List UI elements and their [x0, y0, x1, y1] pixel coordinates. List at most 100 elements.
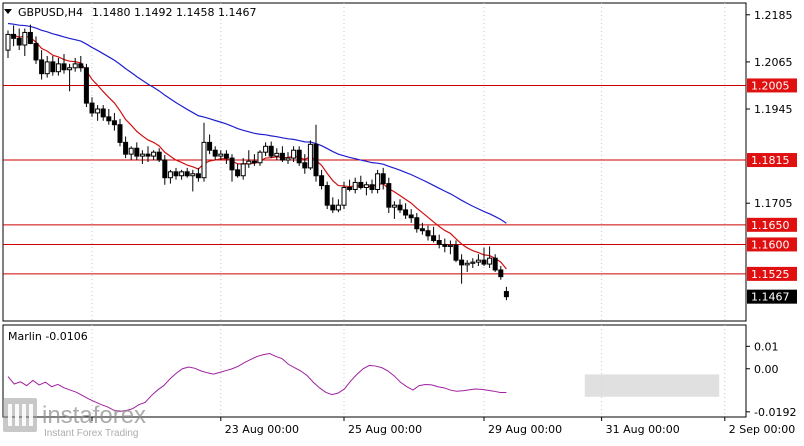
candle	[319, 169, 325, 190]
x-tick-label: 23 Aug 00:00	[225, 423, 299, 436]
symbol-label: GBPUSD,H4	[18, 6, 83, 19]
candle-body	[27, 31, 33, 44]
oscillator-label: Marlin -0.0106	[8, 330, 88, 343]
candle	[386, 177, 392, 214]
candle-body	[391, 204, 397, 208]
level-label-box	[747, 217, 797, 232]
candle	[419, 222, 425, 235]
candle-body	[145, 153, 151, 157]
candle	[251, 154, 257, 166]
candle-body	[106, 116, 112, 122]
candle-body	[167, 171, 173, 179]
current-price-label: 1.1467	[751, 291, 790, 304]
y-tick-label: 1.2065	[754, 56, 793, 69]
candle	[229, 154, 235, 182]
candle	[352, 177, 358, 194]
candle-body	[95, 108, 101, 114]
candle	[218, 150, 224, 161]
y-tick-label: 1.1945	[754, 103, 793, 116]
candle	[106, 109, 112, 125]
candle	[363, 181, 369, 196]
candle-body	[341, 187, 347, 206]
candle	[162, 154, 168, 185]
moving-average-fast-line	[7, 33, 507, 270]
candle	[134, 142, 140, 161]
candle	[22, 28, 28, 56]
candle	[128, 146, 134, 161]
candle	[235, 163, 241, 178]
candle	[296, 146, 302, 166]
candle	[72, 57, 78, 72]
candle	[335, 199, 341, 213]
candle-body	[128, 147, 134, 155]
candle-body	[380, 173, 386, 185]
y-tick-label: 1.1705	[754, 197, 793, 210]
candle-body	[5, 33, 11, 51]
candle	[347, 179, 353, 192]
candle	[139, 150, 145, 164]
candle	[487, 246, 493, 268]
candle-body	[240, 163, 246, 177]
candle	[341, 181, 347, 210]
ohlc-label: 1.1480 1.1492 1.1458 1.1467	[92, 6, 256, 19]
candle-body	[223, 153, 229, 159]
candle-body	[212, 149, 218, 157]
candle	[240, 158, 246, 180]
candle	[447, 240, 453, 255]
candle	[408, 209, 414, 223]
candle-body	[201, 141, 207, 179]
candle-body	[492, 257, 498, 271]
candle-body	[296, 149, 302, 164]
candle	[184, 167, 190, 178]
candle	[246, 150, 252, 168]
candle	[117, 118, 123, 147]
candle-body	[324, 185, 330, 206]
candle	[39, 50, 45, 80]
candle-body	[347, 187, 353, 190]
candle	[50, 56, 56, 76]
candle-body	[151, 151, 157, 157]
candle	[78, 56, 84, 72]
candle	[397, 199, 403, 214]
candle	[503, 286, 509, 301]
candle	[89, 97, 95, 117]
candle	[151, 150, 157, 161]
candle-body	[313, 143, 319, 177]
x-tick-label: 31 Aug 00:00	[606, 423, 680, 436]
candle-body	[307, 143, 313, 169]
candle-body	[352, 181, 358, 190]
candle-body	[302, 162, 308, 169]
candle	[307, 140, 313, 170]
candle-body	[39, 59, 45, 75]
candle	[263, 142, 269, 157]
dropdown-triangle-icon[interactable]	[4, 9, 12, 14]
instaforex-logo-icon	[3, 398, 37, 432]
candle-body	[330, 204, 336, 211]
watermark-brand: instaforex	[42, 402, 146, 429]
candle-body	[55, 63, 61, 73]
candle-body	[414, 217, 420, 230]
candle	[470, 258, 476, 268]
candle-body	[156, 151, 162, 161]
candle	[425, 225, 431, 241]
oscillator-panel-frame	[2, 324, 747, 418]
candle-body	[123, 141, 129, 155]
candle-body	[503, 291, 509, 298]
candle-body	[33, 42, 39, 61]
candle-body	[134, 147, 140, 157]
x-tick-label: 2 Sep 00:00	[729, 423, 795, 436]
candle-body	[268, 145, 274, 157]
candle-body	[11, 33, 17, 39]
candle	[475, 254, 481, 267]
osc-y-tick-label: -0.0192	[754, 406, 796, 419]
candle	[100, 105, 106, 121]
candle-body	[16, 37, 22, 46]
candle-body	[397, 204, 403, 211]
candle	[453, 240, 459, 263]
candle	[33, 36, 39, 64]
candle-body	[442, 243, 448, 247]
candle-body	[475, 259, 481, 263]
candle	[11, 25, 17, 47]
candle-body	[83, 67, 89, 104]
